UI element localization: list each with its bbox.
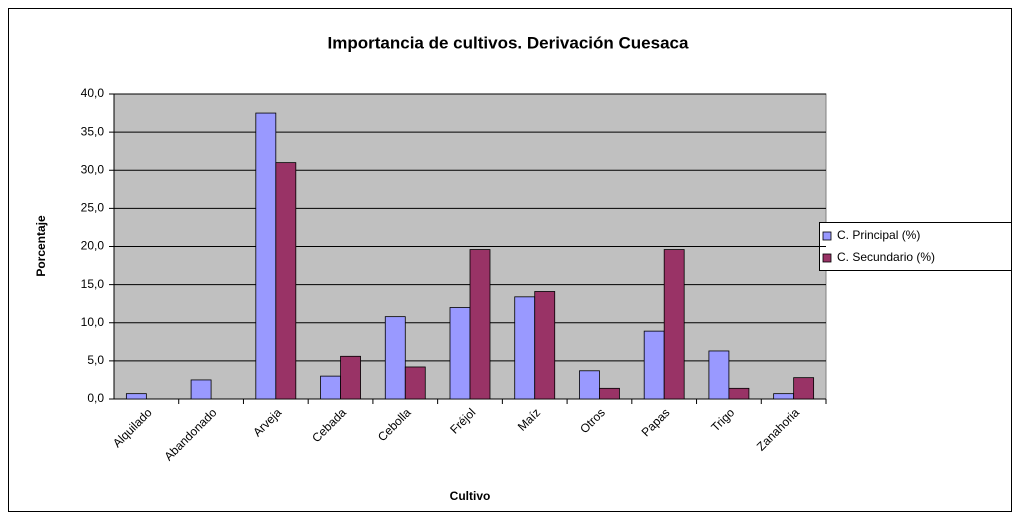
legend-swatch <box>822 253 832 263</box>
bar <box>728 387 750 400</box>
legend-label: C. Principal (%) <box>837 228 920 242</box>
y-axis-title: Porcentaje <box>34 215 48 277</box>
y-tick-label: 35,0 <box>81 124 105 138</box>
y-tick-label: 30,0 <box>81 162 105 176</box>
legend-swatch <box>822 231 832 241</box>
bar <box>190 379 212 400</box>
bar <box>404 366 426 400</box>
bar <box>579 370 600 400</box>
legend <box>819 222 1012 271</box>
bar <box>469 249 491 400</box>
chart-title: Importancia de cultivos. Derivación Cues… <box>328 33 689 52</box>
bar <box>708 350 730 400</box>
bar <box>793 377 815 400</box>
y-tick-label: 40,0 <box>81 86 105 100</box>
bar <box>534 291 556 400</box>
y-tick-label: 25,0 <box>81 201 105 215</box>
bar <box>514 296 536 400</box>
bar <box>255 112 277 400</box>
bar <box>275 162 297 400</box>
y-tick-label: 15,0 <box>81 277 105 291</box>
y-tick-label: 0,0 <box>87 391 104 405</box>
bar <box>599 387 620 400</box>
x-axis-title: Cultivo <box>450 489 491 503</box>
bar <box>663 249 685 400</box>
bar <box>125 393 147 400</box>
y-tick-label: 10,0 <box>81 315 105 329</box>
y-tick-label: 5,0 <box>87 353 104 367</box>
bar <box>643 330 665 400</box>
y-tick-label: 20,0 <box>81 239 105 253</box>
bar <box>773 393 795 400</box>
bar <box>340 355 361 400</box>
bar <box>449 307 471 400</box>
legend-label: C. Secundario (%) <box>837 250 935 264</box>
bar <box>384 316 406 400</box>
bar <box>320 375 341 400</box>
